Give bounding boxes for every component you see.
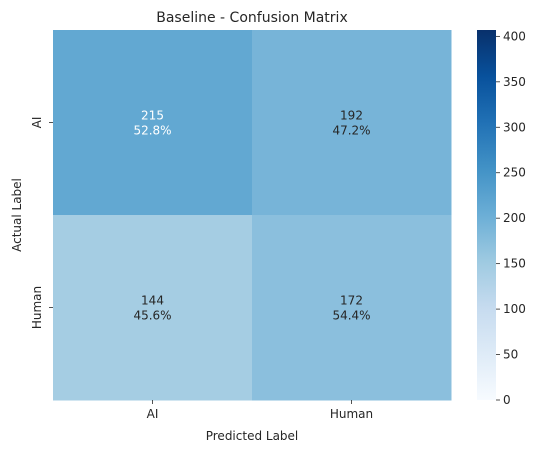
- x-axis: AI Human: [147, 400, 373, 421]
- cell-count-label: 192: [340, 109, 363, 123]
- y-tick-label: Human: [30, 286, 44, 329]
- heatmap-cell: [252, 30, 452, 216]
- cell-count-label: 215: [141, 109, 164, 123]
- colorbar-tick-label: 250: [503, 166, 526, 180]
- cell-percent-label: 47.2%: [332, 124, 370, 138]
- chart-title: Baseline - Confusion Matrix: [156, 10, 347, 26]
- heatmap-cells: [53, 30, 452, 401]
- colorbar-tick-label: 350: [503, 75, 526, 89]
- colorbar-tick-label: 400: [503, 29, 526, 43]
- heatmap-cell: [53, 30, 253, 216]
- heatmap-cell: [53, 215, 253, 401]
- colorbar-tick-label: 300: [503, 120, 526, 134]
- colorbar-tick-label: 50: [503, 348, 518, 362]
- x-axis-label: Predicted Label: [206, 429, 299, 443]
- cell-percent-label: 52.8%: [133, 124, 171, 138]
- cell-percent-label: 54.4%: [332, 309, 370, 323]
- colorbar: [477, 30, 496, 400]
- y-tick-label: AI: [30, 117, 44, 129]
- colorbar-tick-label: 150: [503, 257, 526, 271]
- y-axis-label: Actual Label: [10, 178, 24, 252]
- colorbar-tick-label: 0: [503, 393, 511, 407]
- x-tick-label: Human: [330, 407, 373, 421]
- x-tick-label: AI: [147, 407, 159, 421]
- heatmap-cell: [252, 215, 452, 401]
- colorbar-tick-label: 200: [503, 211, 526, 225]
- cell-percent-label: 45.6%: [133, 309, 171, 323]
- colorbar-ticks: 0 50 100 150 200 250 300 350 400: [496, 29, 526, 407]
- cell-count-label: 144: [141, 294, 164, 308]
- cell-count-label: 172: [340, 294, 363, 308]
- y-axis: AI Human: [30, 117, 53, 329]
- colorbar-tick-label: 100: [503, 302, 526, 316]
